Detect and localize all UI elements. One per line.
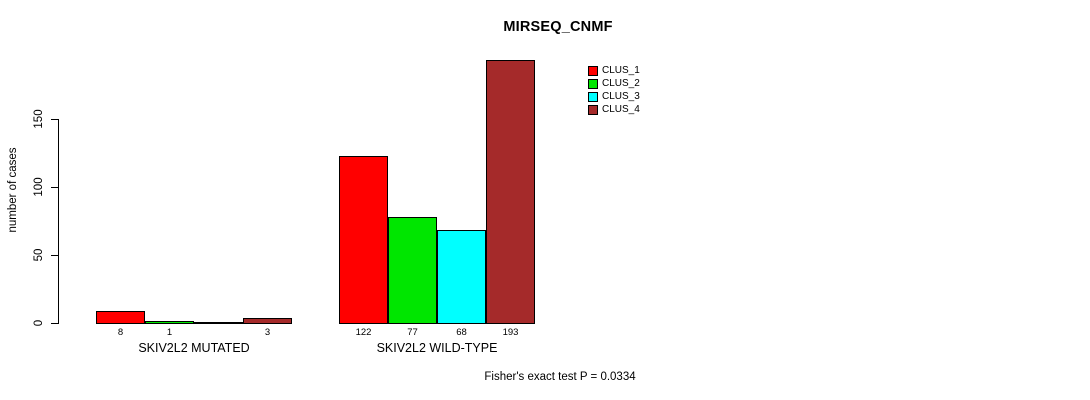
- y-axis-tick-label: 100: [33, 177, 45, 197]
- bar-value-label: 3: [264, 327, 271, 338]
- bar-clus_1: [339, 156, 388, 324]
- y-axis-tick-label: 150: [33, 109, 45, 129]
- bar-clus_3: [194, 322, 243, 324]
- y-axis-tick: [51, 255, 58, 257]
- group-label-mutated: SKIV2L2 MUTATED: [138, 341, 250, 355]
- y-axis-tick-label: 50: [33, 248, 45, 262]
- bar-clus_4: [243, 317, 292, 324]
- bar-value-label: 8: [117, 327, 124, 338]
- bar-clus_2: [388, 217, 437, 324]
- fisher-test-annotation: Fisher's exact test P = 0.0334: [484, 371, 636, 383]
- chart-title: MIRSEQ_CNMF: [503, 19, 613, 35]
- y-axis-tick-label: 0: [33, 319, 45, 327]
- legend-swatch-icon: [588, 78, 598, 89]
- y-axis-tick: [51, 119, 58, 121]
- y-axis-line: [58, 119, 59, 324]
- legend-label: CLUS_3: [602, 91, 640, 102]
- legend-label: CLUS_1: [602, 65, 640, 76]
- bar-value-label: 68: [456, 327, 467, 338]
- legend-item-clus_3: CLUS_3: [588, 90, 640, 103]
- bar-value-label: 77: [407, 327, 418, 338]
- legend-swatch-icon: [588, 91, 598, 102]
- group-label-wild-type: SKIV2L2 WILD-TYPE: [376, 341, 498, 355]
- y-axis-tick: [51, 187, 58, 189]
- bar-value-label: 193: [502, 327, 519, 338]
- y-axis-tick: [51, 323, 58, 324]
- bar-clus_2: [145, 320, 194, 324]
- legend-item-clus_2: CLUS_2: [588, 77, 640, 90]
- bar-value-label: 1: [166, 327, 173, 338]
- legend-label: CLUS_2: [602, 78, 640, 89]
- legend: CLUS_1 CLUS_2 CLUS_3 CLUS_4: [588, 64, 640, 116]
- legend-swatch-icon: [588, 104, 598, 115]
- legend-swatch-icon: [588, 65, 598, 76]
- bar-value-label: 122: [355, 327, 372, 338]
- legend-label: CLUS_4: [602, 104, 640, 115]
- legend-item-clus_4: CLUS_4: [588, 103, 640, 116]
- bar-clus_1: [96, 311, 145, 324]
- bar-clus_3: [437, 229, 486, 324]
- legend-item-clus_1: CLUS_1: [588, 64, 640, 77]
- bar-clus_4: [486, 59, 535, 324]
